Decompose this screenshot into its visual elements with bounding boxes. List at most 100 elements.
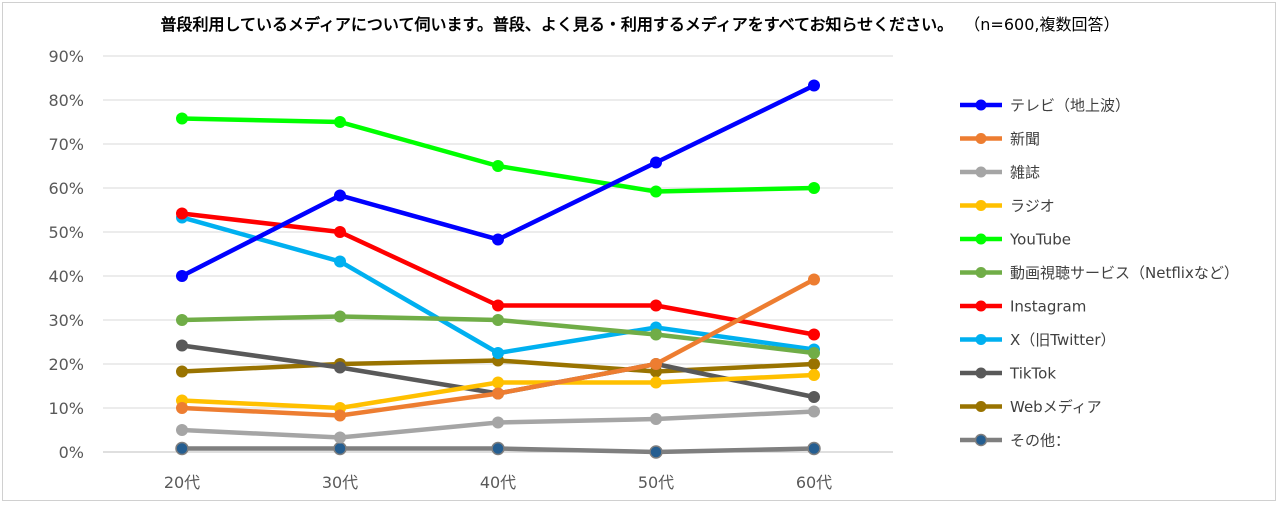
y-tick-label: 0% <box>59 443 84 462</box>
data-point <box>492 160 504 172</box>
data-point <box>808 328 820 341</box>
series-動画視聴サービス（Netflixなど） <box>176 310 820 359</box>
data-point <box>176 424 188 436</box>
data-point <box>334 255 346 268</box>
legend-item: YouTube <box>960 231 1071 249</box>
legend-label: Instagram <box>1010 298 1086 316</box>
legend-swatch-marker <box>975 166 987 178</box>
data-point <box>334 431 346 444</box>
data-point <box>808 182 820 194</box>
legend-swatch-marker <box>975 300 987 312</box>
data-point <box>650 358 662 370</box>
data-point <box>175 441 189 456</box>
series-line <box>179 83 817 279</box>
legend-swatch-marker <box>975 401 987 412</box>
y-tick-label: 40% <box>48 267 84 286</box>
legend-item: ラジオ <box>960 197 1055 215</box>
legend-swatch-marker <box>975 133 987 144</box>
legend-label: TikTok <box>1009 365 1056 383</box>
data-point <box>492 376 504 389</box>
data-point <box>334 310 346 323</box>
legend-item: その他： <box>960 432 1070 450</box>
series-新聞 <box>176 273 820 422</box>
data-point <box>492 347 504 359</box>
data-point <box>649 445 663 459</box>
data-point <box>808 79 820 92</box>
data-point <box>650 299 662 312</box>
data-point <box>334 226 346 238</box>
data-point <box>808 369 820 381</box>
legend-swatch-marker <box>975 267 987 278</box>
data-point <box>176 207 188 220</box>
y-tick-label: 90% <box>48 47 84 66</box>
data-point <box>492 387 504 400</box>
data-point <box>176 339 188 352</box>
data-point <box>334 409 346 422</box>
legend-swatch-marker <box>975 367 987 379</box>
data-point <box>808 358 820 370</box>
x-tick-label: 50代 <box>638 473 674 492</box>
legend-label: 動画視聴サービス（Netflixなど） <box>1010 264 1239 282</box>
legend-label: 新聞 <box>1010 130 1040 148</box>
y-tick-label: 30% <box>48 311 84 330</box>
legend-item: Webメディア <box>960 398 1102 416</box>
chart-title: 普段利用しているメディアについて伺います。普段、よく見る・利用するメディアをすべ… <box>161 15 954 34</box>
legend-swatch-marker <box>975 99 987 111</box>
legend-label: その他： <box>1010 432 1070 450</box>
data-point <box>492 233 504 246</box>
data-point <box>334 116 346 128</box>
data-point <box>650 376 662 389</box>
series-Instagram <box>176 207 820 341</box>
x-axis: 20代 30代 40代 50代 60代 <box>164 473 832 492</box>
data-point <box>650 185 662 198</box>
data-point <box>176 314 188 326</box>
data-point <box>808 347 820 359</box>
legend-swatch-marker <box>975 200 987 211</box>
y-tick-label: 10% <box>48 399 84 418</box>
y-tick-label: 20% <box>48 355 84 374</box>
data-point <box>808 273 820 286</box>
series-その他： <box>175 441 821 459</box>
series-雑誌 <box>176 405 820 444</box>
legend-item: 雑誌 <box>960 164 1040 182</box>
legend-label: YouTube <box>1009 231 1071 249</box>
legend-label: ラジオ <box>1010 197 1055 215</box>
series-YouTube <box>176 112 820 198</box>
data-point <box>491 441 505 456</box>
data-point <box>334 189 346 202</box>
y-tick-label: 70% <box>48 135 84 154</box>
data-point <box>808 405 820 418</box>
legend-swatch-marker <box>975 334 987 345</box>
data-point <box>176 112 188 125</box>
data-point <box>808 391 820 403</box>
legend-swatch-marker <box>974 433 988 447</box>
legend-label: テレビ（地上波） <box>1010 97 1130 115</box>
data-point <box>492 416 504 429</box>
series-テレビ（地上波） <box>176 79 820 282</box>
data-point <box>492 299 504 312</box>
legend-item: TikTok <box>960 365 1056 383</box>
legend-item: 新聞 <box>960 130 1040 148</box>
data-point <box>807 441 821 456</box>
data-point <box>176 402 188 414</box>
x-tick-label: 60代 <box>796 473 832 492</box>
x-tick-label: 40代 <box>480 473 516 492</box>
chart-subtitle: （n=600,複数回答） <box>964 15 1119 34</box>
x-tick-label: 20代 <box>164 473 200 492</box>
legend-item: テレビ（地上波） <box>960 97 1130 115</box>
data-point <box>334 361 346 374</box>
legend-label: Webメディア <box>1010 398 1102 416</box>
chart-title-group: 普段利用しているメディアについて伺います。普段、よく見る・利用するメディアをすべ… <box>161 15 1120 34</box>
legend-label: 雑誌 <box>1010 164 1040 182</box>
legend-swatch-marker <box>975 233 987 245</box>
data-point <box>176 365 188 378</box>
y-tick-label: 80% <box>48 91 84 110</box>
data-point <box>650 328 662 341</box>
data-point <box>176 270 188 282</box>
legend-item: Instagram <box>960 298 1086 316</box>
data-point <box>650 156 662 169</box>
data-point <box>650 413 662 425</box>
